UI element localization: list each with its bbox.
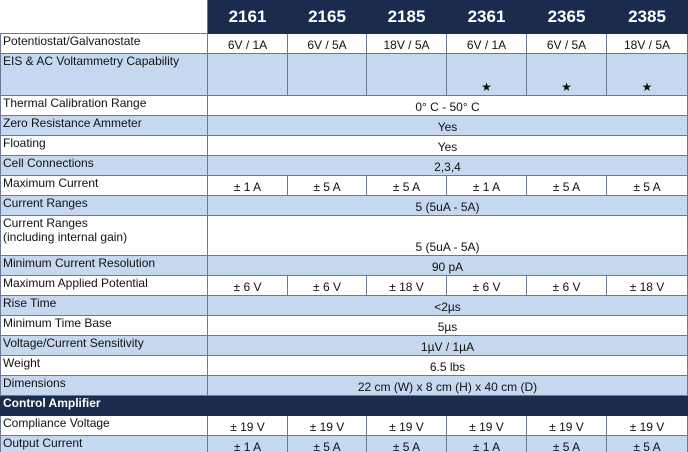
row-value: 6V / 5A — [287, 33, 367, 54]
model-header: 2165 — [287, 0, 367, 34]
spec-row: Floating Yes — [0, 135, 688, 156]
row-label: Rise Time — [0, 295, 208, 316]
row-value: ± 5 A — [606, 435, 688, 452]
row-label: Cell Connections — [0, 155, 208, 176]
row-label: Zero Resistance Ammeter — [0, 115, 208, 136]
row-value: ± 6 V — [446, 275, 527, 296]
row-value: ± 5 A — [606, 175, 688, 196]
row-value: 22 cm (W) x 8 cm (H) x 40 cm (D) — [207, 375, 688, 396]
row-value: Yes — [207, 135, 688, 156]
row-label: Compliance Voltage — [0, 415, 208, 436]
spec-row: Rise Time <2µs — [0, 295, 688, 316]
row-label: Maximum Applied Potential — [0, 275, 208, 296]
model-header: 2385 — [606, 0, 688, 34]
row-value: ± 18 V — [606, 275, 688, 296]
section-label: Control Amplifier — [0, 395, 688, 416]
model-header: 2185 — [366, 0, 447, 34]
row-value: ± 6 V — [526, 275, 607, 296]
spec-row: Weight 6.5 lbs — [0, 355, 688, 376]
spec-row: Cell Connections 2,3,4 — [0, 155, 688, 176]
row-value: ± 5 A — [526, 435, 607, 452]
spec-row: Output Current ± 1 A ± 5 A ± 5 A ± 1 A ± 5 A ±… — [0, 435, 688, 452]
header-row: 2161 2165 2185 2361 2365 2385 — [0, 0, 688, 34]
model-header: 2361 — [446, 0, 527, 34]
row-value: 0° C - 50° C — [207, 95, 688, 116]
row-value: ± 6 V — [207, 275, 288, 296]
row-value: ★ — [526, 53, 607, 96]
row-value: 6V / 1A — [207, 33, 288, 54]
row-value: ± 1 A — [207, 435, 288, 452]
row-label: Maximum Current — [0, 175, 208, 196]
row-label: Current Ranges — [0, 195, 208, 216]
spec-row: Minimum Current Resolution 90 pA — [0, 255, 688, 276]
row-value: 1µV / 1µA — [207, 335, 688, 356]
row-label: Minimum Current Resolution — [0, 255, 208, 276]
row-value: ± 5 A — [526, 175, 607, 196]
row-label: Minimum Time Base — [0, 315, 208, 336]
row-value: 6V / 1A — [446, 33, 527, 54]
row-value: ± 19 V — [287, 415, 367, 436]
row-value: ± 19 V — [207, 415, 288, 436]
spec-row: Current Ranges (including internal gain)… — [0, 215, 688, 256]
row-value: Yes — [207, 115, 688, 136]
row-value: 2,3,4 — [207, 155, 688, 176]
corner — [0, 0, 208, 34]
spec-row: Maximum Current ± 1 A ± 5 A ± 5 A ± 1 A ± 5 A… — [0, 175, 688, 196]
row-value: <2µs — [207, 295, 688, 316]
row-label: Floating — [0, 135, 208, 156]
row-value: ± 1 A — [207, 175, 288, 196]
row-label: Current Ranges (including internal gain) — [0, 215, 208, 256]
row-value: ± 1 A — [446, 435, 527, 452]
row-label: Output Current — [0, 435, 208, 452]
row-label: EIS & AC Voltammetry Capability — [0, 53, 208, 96]
row-label: Potentiostat/Galvanostate — [0, 33, 208, 54]
row-value: ± 5 A — [287, 435, 367, 452]
row-label: Dimensions — [0, 375, 208, 396]
spec-row: Zero Resistance Ammeter Yes — [0, 115, 688, 136]
row-value: 5 (5uA - 5A) — [207, 215, 688, 256]
spec-row: Dimensions 22 cm (W) x 8 cm (H) x 40 cm (… — [0, 375, 688, 396]
row-value: 90 pA — [207, 255, 688, 276]
spec-row: Current Ranges 5 (5uA - 5A) — [0, 195, 688, 216]
model-header: 2365 — [526, 0, 607, 34]
row-value: ★ — [446, 53, 527, 96]
table-body: Potentiostat/Galvanostate 6V / 1A 6V / 5A 1… — [0, 33, 688, 452]
model-header: 2161 — [207, 0, 288, 34]
row-value — [207, 53, 288, 96]
section-row: Control Amplifier — [0, 395, 688, 416]
row-value: ± 5 A — [366, 435, 447, 452]
row-label: Weight — [0, 355, 208, 376]
row-label: Thermal Calibration Range — [0, 95, 208, 116]
row-value: ± 1 A — [446, 175, 527, 196]
row-value: ± 5 A — [366, 175, 447, 196]
row-value: 5 (5uA - 5A) — [207, 195, 688, 216]
spec-row: Voltage/Current Sensitivity 1µV / 1µA — [0, 335, 688, 356]
row-value: 18V / 5A — [366, 33, 447, 54]
row-value: ± 18 V — [366, 275, 447, 296]
spec-row: Potentiostat/Galvanostate 6V / 1A 6V / 5A 1… — [0, 33, 688, 54]
row-value — [287, 53, 367, 96]
spec-row: EIS & AC Voltammetry Capability ★ ★ ★ — [0, 53, 688, 96]
spec-row: Maximum Applied Potential ± 6 V ± 6 V ± 18 … — [0, 275, 688, 296]
row-value: 18V / 5A — [606, 33, 688, 54]
row-value: ± 5 A — [287, 175, 367, 196]
row-value: ± 19 V — [446, 415, 527, 436]
row-value: ★ — [606, 53, 688, 96]
row-value: ± 19 V — [526, 415, 607, 436]
row-value: ± 19 V — [606, 415, 688, 436]
row-label: Voltage/Current Sensitivity — [0, 335, 208, 356]
spec-row: Compliance Voltage ± 19 V ± 19 V ± 19 V ± 19… — [0, 415, 688, 436]
row-value: ± 19 V — [366, 415, 447, 436]
row-value: 6.5 lbs — [207, 355, 688, 376]
row-value — [366, 53, 447, 96]
spec-row: Thermal Calibration Range 0° C - 50° C — [0, 95, 688, 116]
row-value: 6V / 5A — [526, 33, 607, 54]
spec-row: Minimum Time Base 5µs — [0, 315, 688, 336]
row-value: ± 6 V — [287, 275, 367, 296]
row-value: 5µs — [207, 315, 688, 336]
